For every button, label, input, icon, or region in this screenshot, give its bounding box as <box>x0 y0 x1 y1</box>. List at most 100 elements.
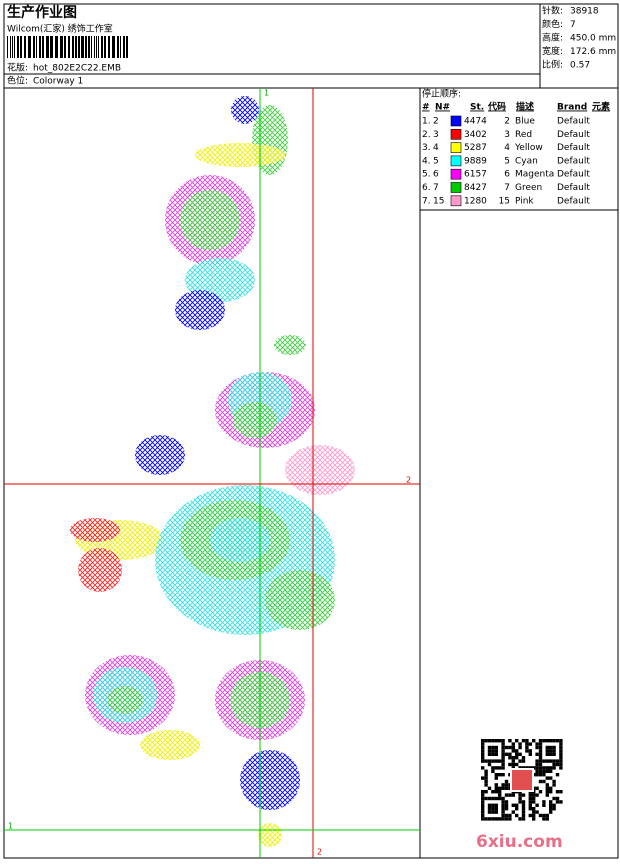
qr-cell <box>498 786 502 790</box>
qr-cell <box>545 769 549 773</box>
qr-cell <box>487 762 492 767</box>
qr-cell <box>518 759 522 763</box>
qr-cell <box>504 817 509 821</box>
qr-cell <box>481 813 485 818</box>
qr-cell <box>532 817 536 821</box>
qr-cell <box>538 773 543 777</box>
order: 3. <box>422 143 431 153</box>
qr-cell <box>508 783 512 787</box>
qr-cell <box>538 779 543 784</box>
qr-cell <box>542 766 546 770</box>
qr-cell <box>532 739 536 743</box>
qr-cell <box>501 817 505 821</box>
order: 1. <box>422 117 431 127</box>
code: 3 <box>504 130 510 140</box>
qr-cell <box>559 759 563 763</box>
qr-cell <box>528 752 532 756</box>
qr-cell <box>552 803 556 807</box>
qr-cell <box>487 749 492 753</box>
qr-cell <box>535 786 539 790</box>
bar-stripe <box>75 36 77 58</box>
qr-cell <box>515 803 519 807</box>
qr-cell <box>552 749 556 753</box>
embroidery <box>70 96 355 847</box>
qr-cell <box>504 807 509 811</box>
stat-label: 针数: <box>542 5 563 17</box>
swatch <box>450 182 462 193</box>
qr-cell <box>511 762 515 767</box>
order: 6. <box>422 183 431 193</box>
qr-cell <box>498 773 502 777</box>
bar-stripe <box>12 36 13 58</box>
qr-cell <box>525 742 529 746</box>
column-header: N# <box>435 103 450 113</box>
qr-cell <box>491 745 495 750</box>
bar-stripe <box>55 36 58 58</box>
swatch <box>450 168 462 180</box>
qr-cell <box>559 742 563 746</box>
qr-cell <box>535 766 539 770</box>
stat-label: 颜色: <box>542 18 563 30</box>
bar-stripe <box>64 36 66 58</box>
bar-stripe <box>33 36 35 58</box>
qr-cell <box>487 817 492 821</box>
qr-cell <box>545 759 549 763</box>
qr-cell <box>484 776 488 780</box>
qr-cell <box>487 796 492 801</box>
qr-cell <box>549 790 553 794</box>
qr-cell <box>552 779 556 784</box>
qr-cell <box>538 813 543 818</box>
qr-cell <box>549 786 553 790</box>
brand: Default <box>557 170 590 180</box>
qr-cell <box>508 762 512 767</box>
qr-cell <box>484 783 488 787</box>
qr-cell <box>501 756 505 760</box>
qr-cell <box>498 817 502 821</box>
column-header: St. <box>470 103 484 113</box>
qr-cell <box>555 800 560 804</box>
qr-cell <box>538 739 543 743</box>
qr-cell <box>484 779 488 784</box>
qr-cell <box>552 807 556 811</box>
qr-cell <box>549 807 553 811</box>
qr-cell <box>518 742 522 746</box>
qr-cell <box>552 745 556 750</box>
qr-cell <box>532 796 536 801</box>
qr-cell <box>545 790 549 794</box>
qr-cell <box>481 749 485 753</box>
stitches: 5287 <box>464 143 487 153</box>
qr-cell <box>525 745 529 750</box>
qr-cell <box>504 786 509 790</box>
qr-cell <box>525 739 529 743</box>
qr-cell <box>494 766 498 770</box>
qr-cell <box>491 790 495 794</box>
qr-cell <box>487 752 492 756</box>
description: Blue <box>515 117 535 127</box>
qr-cell <box>501 759 505 763</box>
qr-cell <box>521 793 526 797</box>
qr-cell <box>494 796 498 801</box>
qr-cell <box>484 759 488 763</box>
qr-cell <box>504 800 509 804</box>
qr-cell <box>501 766 505 770</box>
qr-cell <box>542 769 546 773</box>
description: Red <box>515 130 532 140</box>
qr-cell <box>528 796 532 801</box>
qr-cell <box>515 756 519 760</box>
bar-stripe <box>126 36 128 58</box>
qr-cell <box>528 803 532 807</box>
swatch <box>450 142 462 153</box>
qr-cell <box>542 813 546 818</box>
bar-stripe <box>120 36 121 58</box>
qr-cell <box>508 752 512 756</box>
qr-cell <box>501 752 505 756</box>
brand: Default <box>557 117 590 127</box>
qr-cell <box>511 742 515 746</box>
colorway-label: 色位: <box>7 75 28 87</box>
qr-cell <box>535 769 539 773</box>
qr-cell <box>538 790 543 794</box>
qr-cell <box>535 742 539 746</box>
qr-cell <box>511 793 515 797</box>
qr-cell <box>535 810 539 814</box>
qr-cell <box>484 739 488 743</box>
